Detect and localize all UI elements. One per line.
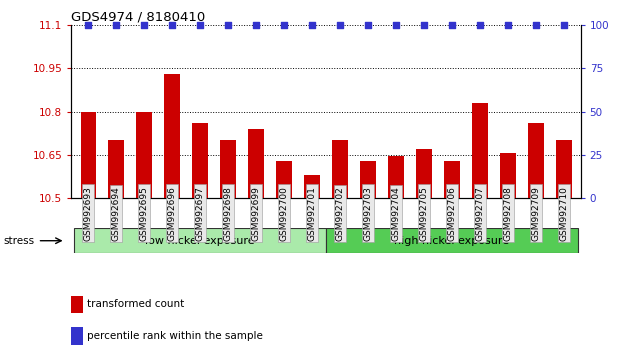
Bar xyxy=(81,112,96,198)
Bar xyxy=(165,74,180,198)
Point xyxy=(419,22,429,28)
Bar xyxy=(75,228,326,253)
Bar xyxy=(137,112,152,198)
Bar xyxy=(220,141,236,198)
Text: GDS4974 / 8180410: GDS4974 / 8180410 xyxy=(71,11,206,24)
Text: GSM992709: GSM992709 xyxy=(532,186,540,241)
Text: GSM992708: GSM992708 xyxy=(504,186,512,241)
Text: stress: stress xyxy=(3,236,34,246)
Text: GSM992695: GSM992695 xyxy=(140,186,148,241)
Text: transformed count: transformed count xyxy=(87,299,184,309)
Point xyxy=(195,22,205,28)
Text: GSM992701: GSM992701 xyxy=(307,186,317,241)
Text: GSM992706: GSM992706 xyxy=(448,186,456,241)
Text: low nickel exposure: low nickel exposure xyxy=(145,236,255,246)
Point xyxy=(139,22,149,28)
Point xyxy=(503,22,513,28)
Point xyxy=(363,22,373,28)
Text: GSM992696: GSM992696 xyxy=(168,186,176,241)
Text: GSM992699: GSM992699 xyxy=(252,186,261,241)
Text: GSM992700: GSM992700 xyxy=(279,186,289,241)
Bar xyxy=(326,228,578,253)
Point xyxy=(111,22,121,28)
Text: GSM992703: GSM992703 xyxy=(363,186,373,241)
Bar xyxy=(444,161,460,198)
Bar xyxy=(109,141,124,198)
Bar xyxy=(248,129,264,198)
Text: GSM992697: GSM992697 xyxy=(196,186,204,241)
Point xyxy=(83,22,93,28)
Text: GSM992710: GSM992710 xyxy=(560,186,568,241)
Bar xyxy=(472,103,487,198)
Point xyxy=(475,22,485,28)
Text: GSM992693: GSM992693 xyxy=(84,186,93,241)
Text: percentile rank within the sample: percentile rank within the sample xyxy=(87,331,263,341)
Point xyxy=(335,22,345,28)
Bar xyxy=(304,175,320,198)
Point xyxy=(307,22,317,28)
Bar xyxy=(360,161,376,198)
Bar xyxy=(528,123,543,198)
Text: GSM992704: GSM992704 xyxy=(391,186,401,241)
Point xyxy=(391,22,401,28)
Point xyxy=(223,22,233,28)
Text: GSM992698: GSM992698 xyxy=(224,186,233,241)
Bar xyxy=(276,161,292,198)
Bar xyxy=(416,149,432,198)
Text: GSM992707: GSM992707 xyxy=(476,186,484,241)
Text: GSM992694: GSM992694 xyxy=(112,186,120,241)
Point xyxy=(531,22,541,28)
Point xyxy=(279,22,289,28)
Bar xyxy=(332,141,348,198)
Point xyxy=(447,22,457,28)
Text: GSM992705: GSM992705 xyxy=(419,186,428,241)
Text: GSM992702: GSM992702 xyxy=(335,186,345,241)
Text: high nickel exposure: high nickel exposure xyxy=(394,236,509,246)
Point xyxy=(559,22,569,28)
Point xyxy=(167,22,177,28)
Bar xyxy=(193,123,208,198)
Point xyxy=(251,22,261,28)
Bar xyxy=(500,153,515,198)
Bar xyxy=(556,141,571,198)
Bar xyxy=(388,156,404,198)
